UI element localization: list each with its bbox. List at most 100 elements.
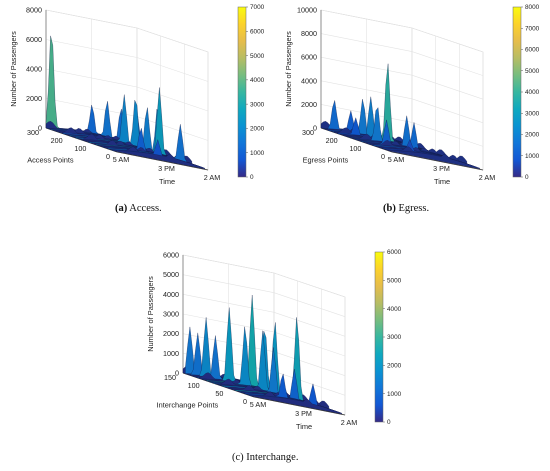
colorbar-tick-label: 4000 xyxy=(250,77,265,84)
z-tick-label: 1000 xyxy=(163,349,179,358)
x-tick-label: 0 xyxy=(106,152,110,161)
time-axis-label: Time xyxy=(159,177,175,186)
chart-panel-egress: 0 2000 4000 6000 8000 10000 0 100 200 300 5 AM 3 PM… xyxy=(275,0,550,200)
caption-letter: (b) xyxy=(383,203,396,214)
surface xyxy=(182,294,342,415)
x-tick-label: 300 xyxy=(27,128,39,137)
x-axis-label: Interchange Points xyxy=(157,401,219,410)
colorbar xyxy=(512,6,522,178)
time-tick-label: 5 AM xyxy=(113,155,129,164)
surface-chart-interchange: 0 1000 2000 3000 4000 5000 6000 0 50 100 150 5 AM 3 … xyxy=(146,249,402,431)
colorbar-tick-label: 0 xyxy=(250,174,254,181)
colorbar-tick-label: 5000 xyxy=(387,278,402,285)
time-tick-label: 2 AM xyxy=(479,173,495,182)
x-tick-label: 0 xyxy=(381,152,385,161)
z-tick-label: 4000 xyxy=(26,65,42,74)
z-axis-label: Number of Passengers xyxy=(146,276,155,352)
x-tick-label: 50 xyxy=(215,389,223,398)
caption-text: Egress. xyxy=(398,203,430,214)
x-tick-label: 200 xyxy=(51,136,63,145)
surface-ridge xyxy=(250,395,342,415)
caption-access: (a) Access. xyxy=(115,203,162,214)
caption-letter: (a) xyxy=(115,203,128,214)
colorbar-ticks: 0 1000 2000 3000 4000 5000 6000 xyxy=(383,249,402,426)
z-tick-label: 2000 xyxy=(26,94,42,103)
colorbar-tick-label: 6000 xyxy=(387,249,402,256)
x-tick-label: 100 xyxy=(74,144,86,153)
surface-chart-access: 0 2000 4000 6000 8000 0 100 200 300 5 AM 3 PM 2 AM N… xyxy=(9,4,265,186)
x-tick-label: 200 xyxy=(326,136,338,145)
colorbar xyxy=(374,251,384,423)
tick-labels: 0 1000 2000 3000 4000 5000 6000 0 50 100 150 5 AM 3 … xyxy=(163,251,357,428)
z-tick-label: 6000 xyxy=(301,53,317,62)
time-axis-line xyxy=(116,151,209,171)
time-tick-label: 3 PM xyxy=(158,164,175,173)
colorbar-tick-label: 6000 xyxy=(525,47,540,54)
time-tick-label: 5 AM xyxy=(250,400,266,409)
z-tick-label: 6000 xyxy=(26,35,42,44)
z-tick-label: 8000 xyxy=(26,6,42,15)
colorbar-tick-label: 5000 xyxy=(525,68,540,75)
colorbar-tick-label: 0 xyxy=(387,419,391,426)
z-tick-label: 10000 xyxy=(297,6,317,15)
time-tick-label: 5 AM xyxy=(388,155,404,164)
colorbar-tick-label: 7000 xyxy=(525,25,540,32)
colorbar-tick-label: 8000 xyxy=(525,4,540,11)
z-tick-label: 3000 xyxy=(163,310,179,319)
colorbar xyxy=(237,6,247,178)
x-axis-label: Egress Points xyxy=(303,156,349,165)
colorbar-tick-label: 0 xyxy=(525,174,529,181)
colorbar-tick-label: 2000 xyxy=(525,132,540,139)
colorbar-tick-label: 2000 xyxy=(250,126,265,133)
z-axis-label: Number of Passengers xyxy=(9,31,18,107)
tick-labels: 0 2000 4000 6000 8000 0 100 200 300 5 AM 3 PM 2 AM xyxy=(26,6,220,183)
colorbar-tick-label: 1000 xyxy=(387,391,402,398)
surface xyxy=(320,63,480,170)
z-tick-label: 6000 xyxy=(163,251,179,260)
z-tick-label: 0 xyxy=(38,124,42,133)
colorbar-tick-label: 4000 xyxy=(525,89,540,96)
z-tick-label: 0 xyxy=(175,369,179,378)
x-tick-label: 100 xyxy=(188,381,200,390)
time-axis-label: Time xyxy=(434,177,450,186)
tick-labels: 0 2000 4000 6000 8000 10000 0 100 200 300 5 AM 3 PM… xyxy=(297,6,495,183)
colorbar-tick-label: 4000 xyxy=(387,306,402,313)
caption-text: (c) Interchange. xyxy=(232,452,299,463)
colorbar-tick-label: 6000 xyxy=(250,28,265,35)
time-axis-line xyxy=(391,151,484,171)
z-tick-label: 2000 xyxy=(301,100,317,109)
time-tick-label: 3 PM xyxy=(433,164,450,173)
caption-text: Access. xyxy=(129,203,162,214)
colorbar-tick-label: 7000 xyxy=(250,4,265,11)
chart-panel-access: 0 2000 4000 6000 8000 0 100 200 300 5 AM 3 PM 2 AM N… xyxy=(0,0,275,200)
z-tick-label: 0 xyxy=(313,124,317,133)
colorbar-tick-label: 2000 xyxy=(387,363,402,370)
x-tick-label: 100 xyxy=(349,144,361,153)
z-tick-label: 4000 xyxy=(301,76,317,85)
colorbar-tick-label: 3000 xyxy=(250,101,265,108)
caption-egress: (b) Egress. xyxy=(383,203,429,214)
x-tick-label: 150 xyxy=(164,373,176,382)
x-tick-label: 300 xyxy=(302,128,314,137)
caption-interchange: (c) Interchange. xyxy=(232,452,298,463)
colorbar-ticks: 0 1000 2000 3000 4000 5000 6000 7000 xyxy=(246,4,265,181)
chart-panel-interchange: 0 1000 2000 3000 4000 5000 6000 0 50 100 150 5 AM 3 … xyxy=(137,245,412,445)
x-tick-label: 0 xyxy=(243,397,247,406)
colorbar-tick-label: 3000 xyxy=(387,334,402,341)
colorbar-ticks: 0 1000 2000 3000 4000 5000 6000 7000 8000 xyxy=(521,4,540,181)
surface-ridge xyxy=(388,150,480,170)
surface xyxy=(45,35,205,170)
z-tick-label: 4000 xyxy=(163,290,179,299)
time-tick-label: 2 AM xyxy=(341,418,357,427)
colorbar-tick-label: 1000 xyxy=(525,153,540,160)
z-tick-label: 5000 xyxy=(163,270,179,279)
time-tick-label: 2 AM xyxy=(204,173,220,182)
colorbar-tick-label: 5000 xyxy=(250,53,265,60)
colorbar-tick-label: 1000 xyxy=(250,150,265,157)
x-axis-label: Access Points xyxy=(27,156,74,165)
time-axis-line xyxy=(253,396,346,416)
time-axis-label: Time xyxy=(296,422,312,431)
colorbar-tick-label: 3000 xyxy=(525,110,540,117)
surface-ridge xyxy=(113,150,205,170)
